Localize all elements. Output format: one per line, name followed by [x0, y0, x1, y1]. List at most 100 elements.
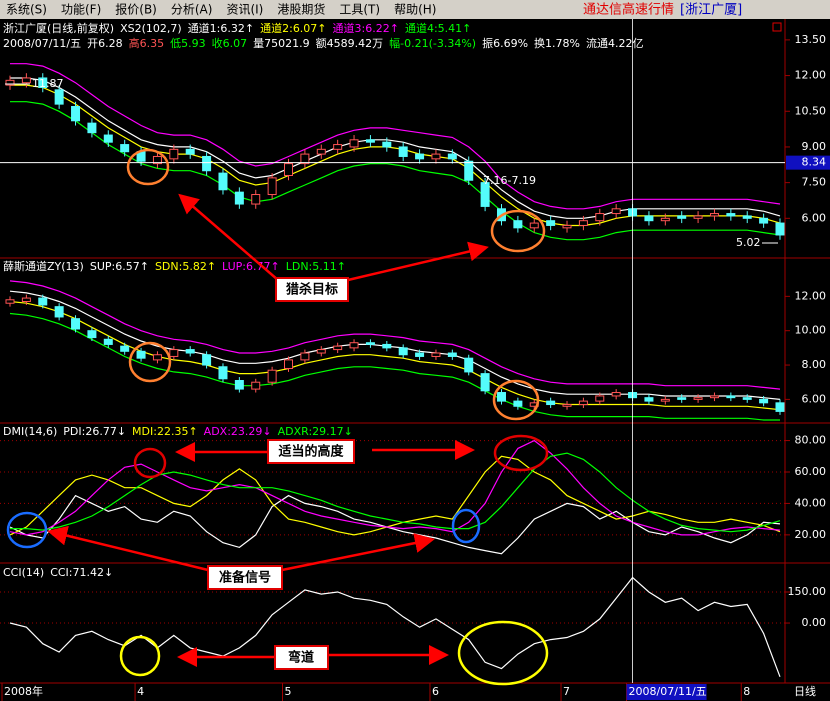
frame [0, 19, 830, 684]
candle-body [709, 395, 719, 399]
menu-item[interactable]: 系统(S) [6, 3, 47, 17]
candle-body [742, 215, 752, 219]
header-item: 高6.35 [129, 36, 165, 50]
header-item: ADXR:29.17↓ [278, 425, 353, 438]
menu-item[interactable]: 帮助(H) [394, 3, 436, 17]
candle-body [333, 345, 343, 351]
candle-body [185, 349, 195, 354]
candle-body [103, 338, 113, 345]
candle-body [775, 402, 785, 412]
arrow [178, 193, 279, 281]
indicator-line [10, 63, 781, 210]
panel-header: 薛斯通道ZY(13) SUP:6.57↑ SDN:5.82↑ LUP:6.77↑ LDN… [3, 259, 346, 273]
header-item: 换1.78% [534, 36, 580, 50]
candle-body [5, 299, 15, 304]
y-tick-label: 150.00 [788, 585, 827, 598]
candle-body [202, 155, 212, 172]
candle-body [693, 215, 703, 219]
candle-body [660, 398, 670, 402]
candle-body [38, 297, 48, 306]
cursor-date-box [626, 684, 707, 700]
circle [133, 447, 167, 479]
menu-item[interactable]: 港股期货 [277, 2, 325, 17]
arrow [47, 525, 209, 572]
candle-body [546, 220, 556, 226]
candle-body [447, 352, 457, 357]
indicator-line [9, 300, 781, 411]
candle-body [775, 222, 785, 236]
candle-body [71, 106, 81, 122]
header-item: CCI:71.42↓ [50, 566, 113, 579]
header-item: LUP:6.77↑ [222, 260, 280, 273]
indicator-line [10, 101, 781, 241]
period: 日线 [794, 684, 816, 698]
candle-body [300, 153, 310, 165]
candle-body [218, 172, 228, 191]
indicator-line [9, 312, 780, 421]
header-item: 幅-0.21(-3.34%) [389, 37, 476, 50]
candle-body [546, 400, 556, 406]
candle-body [726, 395, 736, 399]
label-box [274, 645, 329, 670]
candle-body [513, 400, 523, 407]
candle-body [300, 352, 310, 361]
candle-body [677, 215, 687, 219]
candle-body [464, 357, 474, 373]
candle-body [611, 392, 621, 397]
menu-item[interactable]: 资讯(I) [226, 3, 263, 17]
candle-body [71, 318, 81, 330]
menu-item[interactable]: 工具(T) [339, 3, 380, 17]
candle-body [87, 122, 97, 134]
label-box [207, 565, 283, 590]
indicator-line [10, 452, 781, 533]
candle-body [234, 191, 244, 205]
y-tick-label: 8.00 [802, 358, 827, 371]
candle-body [54, 306, 64, 318]
candle-body [480, 373, 490, 392]
candle-body [447, 153, 457, 160]
candle-body [349, 342, 359, 349]
y-tick-label: 10.50 [795, 104, 827, 117]
candle-body [759, 398, 769, 404]
y-tick-label: 6.00 [802, 211, 827, 224]
label: 弯道 [288, 650, 314, 666]
header-item: DMI(14,6) [3, 425, 57, 438]
header-item: 通道4:5.41↑ [405, 21, 471, 35]
candle-body [21, 297, 31, 302]
candle-body [382, 343, 392, 349]
candle-body [431, 153, 441, 160]
menu: 系统(S) 功能(F) 报价(B) 分析(A) 资讯(I) 港股期货 工具(T) 帮助(H) [6, 2, 436, 17]
circle [6, 511, 48, 549]
y-tick-label: 7.50 [802, 176, 827, 189]
candle-body [415, 352, 425, 357]
candle-body [644, 397, 654, 402]
price-note: 11.87 [32, 77, 64, 90]
candle-body [480, 182, 490, 207]
candle-body [169, 148, 179, 160]
candle-body [726, 213, 736, 217]
menu-item[interactable]: 分析(A) [171, 3, 213, 17]
circle [119, 635, 161, 677]
candle-body [136, 350, 146, 359]
indicator-line [9, 290, 781, 400]
candle-body [496, 392, 506, 402]
header-item: 通道3:6.22↑ [333, 21, 399, 35]
y-tick-label: 6.00 [802, 392, 827, 405]
menu-item[interactable]: 报价(B) [115, 2, 157, 17]
arrow [281, 533, 435, 572]
header-item: XS2(102,7) [120, 22, 182, 35]
candle-body [382, 141, 392, 148]
candle-body [431, 352, 441, 357]
label-box [267, 439, 355, 464]
y-tick-label: 0.00 [802, 616, 827, 629]
candle-body [611, 208, 621, 215]
candle-body [595, 213, 605, 222]
candle-body [169, 349, 179, 357]
menu-item[interactable]: 功能(F) [61, 3, 101, 17]
candle-body [398, 146, 408, 157]
candle-body [251, 194, 261, 205]
candle-body [316, 349, 326, 354]
candle-body [284, 163, 294, 176]
header-item: 开6.28 [87, 37, 123, 50]
window-button[interactable] [772, 22, 782, 32]
